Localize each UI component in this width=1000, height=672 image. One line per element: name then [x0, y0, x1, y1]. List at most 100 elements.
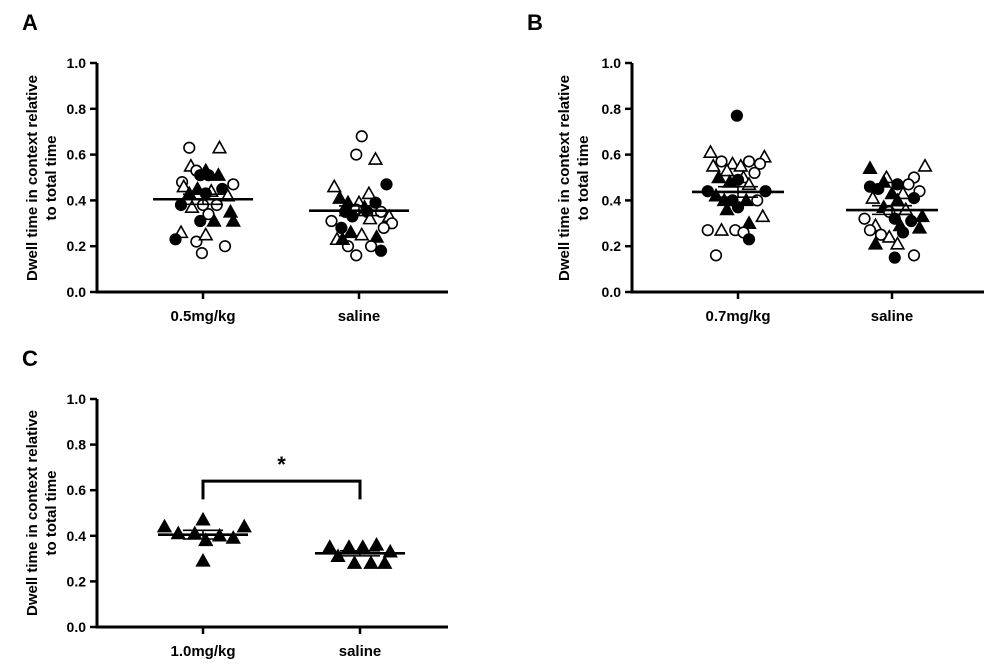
- data-point-filled-circle: [891, 178, 904, 191]
- y-axis-title-a: Dwell time in context relative to total …: [24, 75, 60, 281]
- data-point-filled-circle: [905, 214, 918, 228]
- data-point-filled-triangle: [343, 224, 359, 239]
- data-point-open-circle: [355, 130, 368, 143]
- y-tick-label: 0.4: [67, 192, 87, 208]
- data-point-filled-circle: [731, 173, 745, 186]
- data-point-filled-triangle: [322, 539, 338, 553]
- y-tick-label: 0.2: [602, 238, 622, 254]
- data-point-open-circle: [183, 141, 196, 154]
- data-point-open-circle: [748, 166, 761, 180]
- data-point-open-circle: [902, 178, 915, 191]
- y-tick-label: 0.0: [602, 284, 622, 300]
- data-point-filled-triangle: [368, 536, 385, 551]
- y-axis-title-line1: Dwell time in context relative: [24, 410, 41, 616]
- data-point-open-triangle: [702, 144, 719, 159]
- data-point-filled-circle: [194, 214, 207, 228]
- y-axis-title-c: Dwell time in context relative to total …: [24, 410, 60, 616]
- panel-c-plot: 0.0 0.2 0.4 0.6 0.8 1.0 1.0mg/kg saline: [67, 391, 448, 660]
- y-tick-label: 1.0: [602, 55, 622, 71]
- panel-a-plot: 0.0 0.2 0.4 0.6 0.8 1.0 0.5mg/kg saline: [67, 55, 448, 325]
- y-tick-label: 0.8: [67, 101, 87, 117]
- y-axis-title-line1: Dwell time in context relative: [556, 75, 573, 281]
- data-point-open-circle: [227, 178, 240, 191]
- data-point-filled-triangle: [368, 229, 385, 243]
- data-point-open-circle: [325, 214, 338, 228]
- y-axis-title-line1: Dwell time in context relative: [24, 75, 41, 281]
- data-point-open-triangle: [326, 178, 342, 193]
- y-axis-title-line2: to total time: [575, 136, 592, 221]
- data-point-open-triangle: [198, 226, 214, 241]
- y-tick-label: 0.4: [67, 528, 87, 544]
- panel-label-c: C: [22, 346, 38, 371]
- data-point-open-triangle: [895, 185, 911, 200]
- y-tick-label: 0.4: [602, 192, 622, 208]
- y-tick-label: 0.6: [602, 147, 622, 163]
- data-point-filled-circle: [335, 221, 348, 234]
- y-tick-label: 1.0: [67, 55, 87, 71]
- data-point-open-circle: [701, 224, 714, 237]
- data-point-open-triangle: [354, 226, 370, 241]
- y-axis-title-line2: to total time: [43, 136, 60, 221]
- data-point-open-triangle: [719, 162, 735, 177]
- y-tick-label: 0.2: [67, 573, 87, 589]
- y-tick-label: 0.6: [67, 482, 87, 498]
- data-point-open-circle: [350, 249, 363, 262]
- data-point-open-circle: [365, 240, 378, 253]
- data-point-filled-triangle: [332, 190, 348, 204]
- y-tick-label: 0.8: [67, 437, 87, 453]
- data-point-filled-triangle: [170, 525, 186, 540]
- data-point-open-circle: [907, 249, 921, 262]
- data-point-filled-circle: [907, 192, 921, 205]
- y-tick-label: 1.0: [67, 391, 87, 407]
- y-tick-label: 0.6: [67, 147, 87, 163]
- data-point-open-circle: [742, 155, 756, 168]
- x-category-label: saline: [871, 308, 914, 325]
- data-point-filled-circle: [380, 178, 393, 191]
- data-point-open-triangle: [176, 178, 192, 193]
- y-tick-label: 0.8: [602, 101, 622, 117]
- data-point-filled-circle: [742, 233, 756, 246]
- y-axis-title-line2: to total time: [43, 471, 60, 556]
- data-point-filled-triangle: [195, 552, 211, 567]
- data-point-open-triangle: [881, 229, 897, 243]
- data-point-open-triangle: [733, 158, 749, 172]
- data-point-filled-triangle: [222, 203, 239, 218]
- data-point-filled-triangle: [236, 518, 252, 533]
- data-point-filled-triangle: [867, 235, 884, 250]
- data-point-filled-triangle: [225, 213, 241, 227]
- data-point-filled-triangle: [156, 518, 173, 533]
- data-point-filled-triangle: [225, 530, 241, 544]
- data-point-filled-triangle: [210, 167, 227, 181]
- panel-label-a: A: [22, 10, 38, 35]
- data-point-filled-triangle: [719, 201, 735, 216]
- data-point-open-circle: [377, 221, 390, 234]
- x-category-label: 0.5mg/kg: [170, 308, 235, 325]
- data-point-open-triangle: [724, 155, 741, 170]
- data-point-open-triangle: [713, 222, 730, 236]
- data-point-open-triangle: [865, 190, 881, 204]
- x-category-label: saline: [339, 643, 382, 660]
- y-tick-label: 0.0: [67, 284, 87, 300]
- data-point-open-triangle: [889, 235, 906, 250]
- data-point-open-triangle: [361, 185, 377, 200]
- x-category-label: saline: [338, 308, 381, 325]
- data-point-filled-triangle: [914, 208, 930, 223]
- data-point-filled-circle: [194, 169, 207, 182]
- x-category-label: 0.7mg/kg: [705, 308, 770, 325]
- data-point-filled-circle: [888, 251, 901, 264]
- data-point-filled-triangle: [346, 555, 363, 569]
- y-tick-label: 0.2: [67, 238, 87, 254]
- data-point-open-triangle: [211, 139, 228, 154]
- data-point-filled-triangle: [195, 511, 211, 526]
- data-point-open-circle: [218, 240, 232, 253]
- data-point-filled-circle: [896, 226, 910, 239]
- data-point-open-circle: [195, 246, 208, 260]
- data-point-filled-triangle: [738, 192, 754, 207]
- panel-b-plot: 0.0 0.2 0.4 0.6 0.8 1.0 0.7mg/kg saline: [602, 55, 984, 325]
- data-point-filled-triangle: [363, 555, 379, 569]
- data-point-filled-triangle: [862, 160, 878, 175]
- data-point-filled-circle: [730, 109, 744, 122]
- data-point-open-circle: [863, 224, 877, 237]
- data-point-filled-triangle: [206, 213, 222, 227]
